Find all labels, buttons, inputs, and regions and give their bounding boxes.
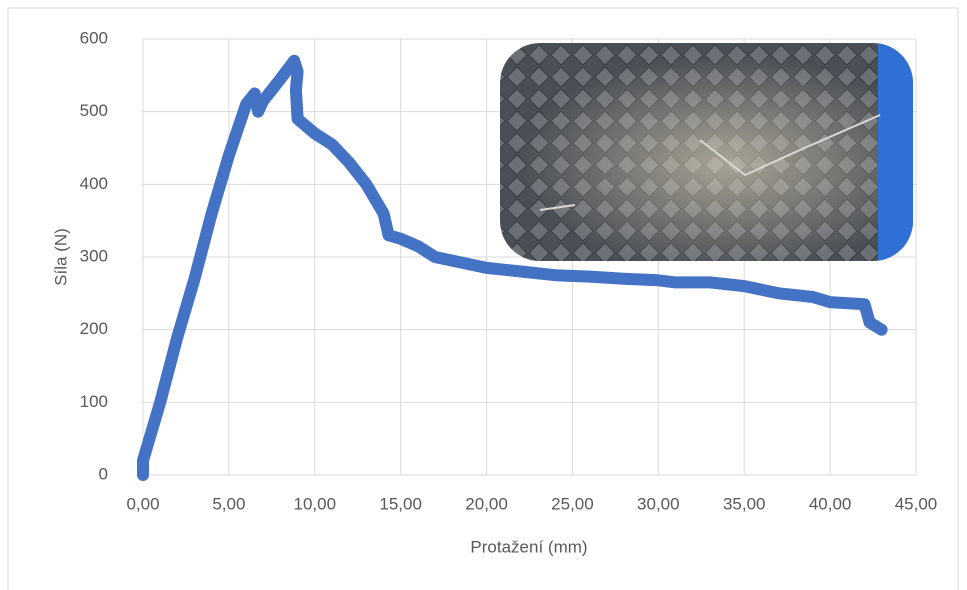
y-tick-label: 0 <box>99 464 108 483</box>
inset-photo <box>500 43 913 261</box>
y-tick-label: 100 <box>80 392 108 411</box>
x-tick-label: 30,00 <box>637 494 680 513</box>
y-tick-label: 500 <box>80 101 108 120</box>
chart-border <box>7 7 959 590</box>
x-tick-label: 0,00 <box>126 494 159 513</box>
x-tick-label: 15,00 <box>379 494 422 513</box>
y-axis-title: Síla (N) <box>51 228 70 286</box>
x-axis-title: Protažení (mm) <box>470 537 587 556</box>
x-tick-label: 20,00 <box>465 494 508 513</box>
x-tick-label: 5,00 <box>212 494 245 513</box>
x-tick-label: 25,00 <box>551 494 594 513</box>
y-tick-label: 300 <box>80 246 108 265</box>
y-tick-label: 600 <box>80 28 108 47</box>
data-line <box>137 54 888 481</box>
y-tick-label: 200 <box>80 319 108 338</box>
x-tick-label: 10,00 <box>294 494 337 513</box>
x-tick-label: 35,00 <box>723 494 766 513</box>
x-tick-label: 45,00 <box>895 494 938 513</box>
y-tick-label: 400 <box>80 174 108 193</box>
x-tick-label: 40,00 <box>809 494 852 513</box>
